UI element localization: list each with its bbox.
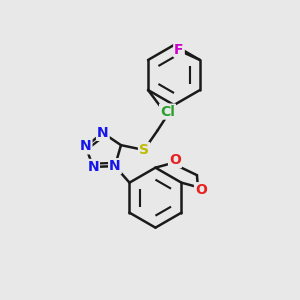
Text: N: N: [87, 160, 99, 174]
Text: F: F: [174, 43, 184, 56]
Text: Cl: Cl: [160, 105, 175, 118]
Text: N: N: [109, 159, 121, 173]
Text: O: O: [195, 183, 207, 197]
Text: S: S: [139, 143, 149, 157]
Text: N: N: [80, 140, 92, 153]
Text: O: O: [169, 153, 181, 167]
Text: N: N: [97, 126, 109, 140]
